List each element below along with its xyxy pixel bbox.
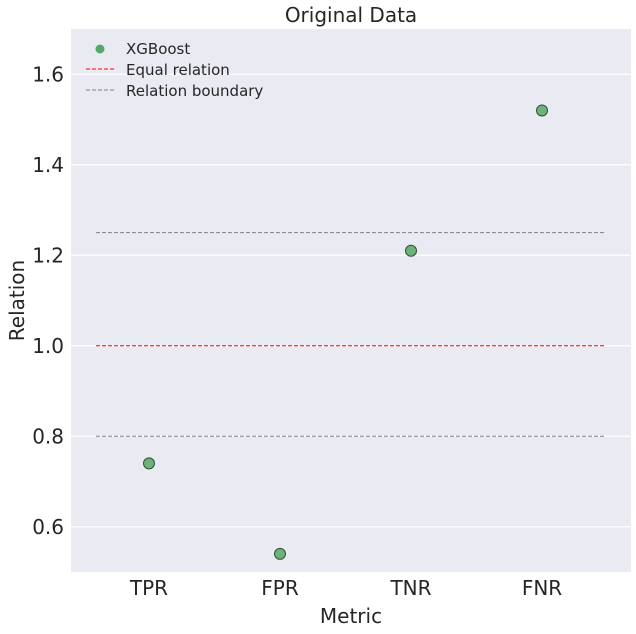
y-tick-label: 1.6 xyxy=(32,62,64,86)
x-tick-label: TNR xyxy=(389,576,431,600)
y-tick-label: 1.0 xyxy=(32,334,64,358)
y-tick-label: 1.2 xyxy=(32,243,64,267)
reference-lines xyxy=(96,232,604,437)
x-tick-label: TPR xyxy=(129,576,168,600)
x-tick-label: FNR xyxy=(522,576,562,600)
x-tick-labels: TPR FPR TNR FNR xyxy=(129,576,562,600)
data-point xyxy=(405,244,417,257)
legend-label-equal-relation: Equal relation xyxy=(126,61,230,79)
data-point xyxy=(536,104,548,117)
data-points xyxy=(143,104,548,560)
y-axis-label: Relation xyxy=(5,260,29,341)
plot-area xyxy=(71,29,631,572)
legend-marker-xgboost xyxy=(95,44,105,54)
chart-title: Original Data xyxy=(285,3,417,27)
y-tick-label: 1.4 xyxy=(32,153,64,177)
data-point xyxy=(143,457,155,470)
legend-label-relation-boundary: Relation boundary xyxy=(126,82,263,100)
x-tick-label: FPR xyxy=(261,576,299,600)
y-tick-label: 0.6 xyxy=(32,515,64,539)
y-tick-labels: 0.6 0.8 1.0 1.2 1.4 1.6 xyxy=(32,62,64,539)
x-axis-label: Metric xyxy=(320,604,382,628)
data-point xyxy=(274,547,286,560)
legend-label-xgboost: XGBoost xyxy=(126,40,190,58)
y-tick-label: 0.8 xyxy=(32,424,64,448)
legend: XGBoost Equal relation Relation boundary xyxy=(86,40,263,100)
